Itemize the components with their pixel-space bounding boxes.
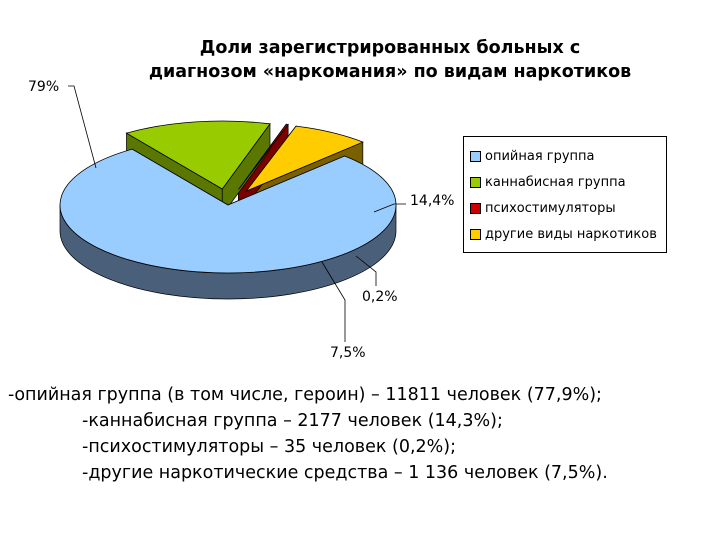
leader-line-opiate — [68, 85, 97, 169]
legend-swatch-cannabis — [470, 176, 481, 188]
legend-item-other-drugs: другие виды наркотиков — [470, 221, 666, 247]
leader-line-psychostimulants — [355, 255, 377, 286]
legend-label-other-drugs: другие виды наркотиков — [485, 226, 657, 242]
description-line-opiate: -опийная группа (в том числе, героин) – … — [8, 385, 602, 405]
slice-top-psychostimulants — [238, 123, 289, 190]
legend-label-cannabis: каннабисная группа — [485, 174, 626, 190]
legend-label-opiate: опийная группа — [485, 148, 595, 164]
pie-chart — [59, 85, 406, 342]
data-label-opiate: 79% — [28, 79, 60, 95]
chart-legend: опийная группа каннабисная группа психос… — [463, 136, 667, 253]
leader-line-other-drugs — [321, 261, 346, 342]
description-line-other-drugs: -другие наркотические средства – 1 136 ч… — [82, 463, 608, 483]
legend-item-psychostimulants: психостимуляторы — [470, 195, 666, 221]
slice-top-opiate — [59, 148, 397, 274]
chart-title-line-2: диагнозом «наркомания» по видам наркотик… — [148, 62, 632, 82]
legend-item-cannabis: каннабисная группа — [470, 169, 666, 195]
legend-item-opiate: опийная группа — [470, 143, 666, 169]
data-label-psychostimulants: 0,2% — [362, 289, 398, 305]
leader-line-cannabis — [373, 203, 406, 213]
legend-swatch-opiate — [470, 150, 481, 162]
legend-label-psychostimulants: психостимуляторы — [485, 200, 616, 216]
chart-title-line-1: Доли зарегистрированных больных с — [199, 38, 581, 58]
data-label-other-drugs: 7,5% — [330, 345, 366, 361]
description-line-cannabis: -каннабисная группа – 2177 человек (14,3… — [82, 411, 503, 431]
legend-swatch-other-drugs — [470, 228, 481, 240]
description-line-psychostimulants: -психостимуляторы – 35 человек (0,2%); — [82, 437, 457, 457]
slice-top-other-drugs — [245, 125, 364, 193]
data-label-cannabis: 14,4% — [410, 193, 455, 209]
pie-tops — [59, 120, 397, 274]
legend-swatch-psychostimulants — [470, 202, 481, 214]
chart-title: Доли зарегистрированных больных с диагно… — [100, 36, 680, 84]
slice-top-cannabis — [125, 120, 271, 190]
description-text: -опийная группа (в том числе, героин) – … — [8, 382, 708, 486]
